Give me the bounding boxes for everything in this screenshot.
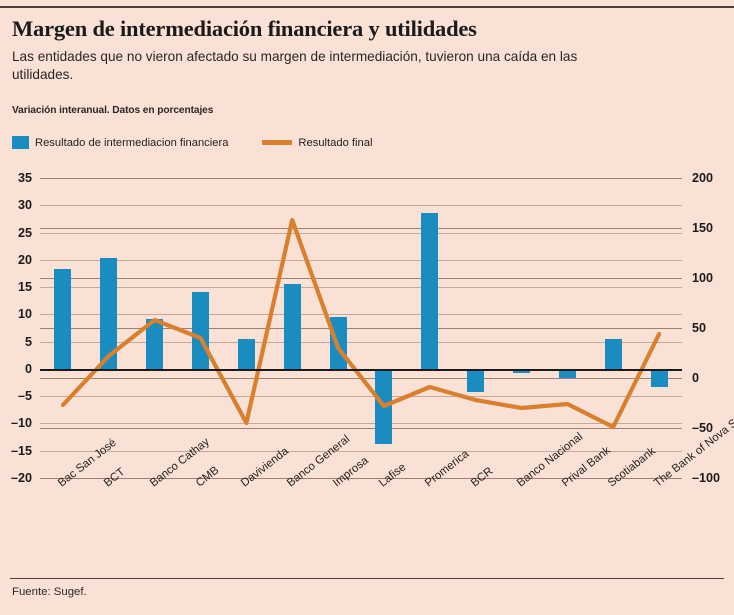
right-axis-tick: 150 — [692, 221, 714, 235]
gridline-major — [40, 328, 682, 329]
bar — [54, 269, 72, 369]
gridline — [40, 341, 682, 343]
right-axis-tick: –50 — [692, 421, 714, 435]
legend-label-bar: Resultado de intermediacion financiera — [35, 136, 229, 149]
legend-label-line: Resultado final — [298, 136, 373, 149]
left-axis-tick: 5 — [24, 334, 32, 349]
left-axis-tick: –10 — [10, 416, 32, 431]
zero-baseline — [40, 368, 682, 371]
source-note: Fuente: Sugef. — [12, 586, 87, 598]
gridline — [40, 287, 682, 289]
bar — [100, 257, 118, 369]
left-axis-tick: –20 — [10, 471, 32, 485]
bottom-divider — [10, 578, 724, 580]
left-axis-tick: 30 — [17, 198, 32, 213]
gridline — [40, 314, 682, 316]
gridline — [40, 259, 682, 261]
page-subtitle: Las entidades que no vieron afectado su … — [12, 49, 578, 83]
right-value-axis: 200 150 100 50 0 –50 –100 — [682, 171, 734, 485]
bar-swatch-icon — [12, 136, 29, 149]
right-axis-tick: 200 — [692, 171, 714, 185]
chart-plot-area: 35 30 25 20 15 10 5 0 –5 –10 –15 –20 200 150 100 50 0 –5… — [0, 171, 734, 488]
chart-legend: Resultado de intermediacion financiera R… — [12, 136, 372, 149]
left-axis-tick: 15 — [17, 280, 32, 295]
bar — [467, 368, 485, 393]
gridline — [40, 423, 682, 425]
legend-item-line: Resultado final — [262, 137, 372, 149]
category-axis-labels: Bac San José BCT Banco Cathay CMB Davivienda… — [0, 402, 734, 569]
gridline-major — [40, 278, 682, 279]
line-series-layer — [60, 217, 662, 430]
left-axis-tick: 25 — [17, 225, 32, 240]
bar — [513, 368, 530, 373]
gridline — [40, 396, 682, 398]
right-axis-tick: –100 — [692, 471, 721, 485]
bar — [604, 339, 622, 369]
left-axis-tick: 20 — [17, 252, 32, 267]
bar — [146, 319, 164, 369]
left-axis-tick: 10 — [17, 307, 32, 322]
page-title: Margen de intermediación financiera y ut… — [12, 16, 477, 41]
left-axis-tick: –5 — [17, 389, 32, 404]
left-axis-tick: 0 — [24, 361, 32, 376]
gridline-major — [40, 428, 682, 429]
right-axis-tick: 50 — [692, 321, 707, 335]
gridline — [40, 205, 682, 207]
gridline — [40, 450, 682, 452]
line-swatch-icon — [262, 140, 293, 145]
legend-item-bar: Resultado de intermediacion financiera — [12, 136, 228, 149]
bar — [421, 213, 439, 369]
line-series-path — [60, 217, 662, 430]
top-divider — [0, 6, 734, 8]
right-axis-tick: 0 — [692, 371, 700, 385]
gridline-major — [40, 178, 682, 179]
gridline — [40, 232, 682, 234]
bar — [650, 368, 668, 388]
right-axis-tick: 100 — [692, 271, 714, 285]
gridline-major — [40, 478, 682, 479]
bar — [237, 338, 255, 369]
left-axis-tick: 35 — [17, 171, 32, 185]
left-value-axis: 35 30 25 20 15 10 5 0 –5 –10 –15 –20 — [0, 171, 40, 485]
chart-units-note: Variación interanual. Datos en porcentaj… — [12, 105, 214, 116]
bar — [558, 368, 576, 378]
left-axis-tick: –15 — [10, 443, 32, 458]
gridline-major — [40, 228, 682, 229]
bar — [283, 283, 301, 369]
